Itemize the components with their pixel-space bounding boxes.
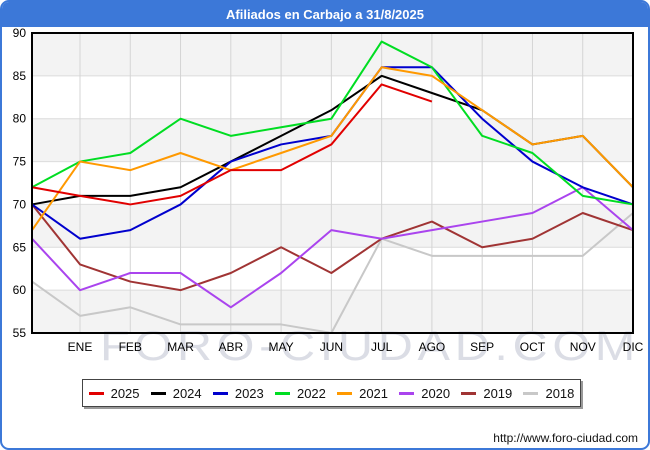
legend-swatch-2023 <box>212 391 228 395</box>
x-tick-label: NOV <box>570 340 596 354</box>
y-tick-label: 70 <box>13 197 27 211</box>
series-line-2019 <box>31 203 634 292</box>
legend-label-2022: 2022 <box>296 385 326 401</box>
legend-item-2019: 2019 <box>461 386 512 401</box>
y-tick-label: 65 <box>13 240 27 254</box>
plot-border <box>31 32 634 334</box>
x-tick-label: JUN <box>320 340 343 354</box>
chart-title: Afiliados en Carbajo a 31/8/2025 <box>2 2 648 27</box>
legend-label-2020: 2020 <box>421 385 451 401</box>
x-tick-label: ABR <box>218 340 243 354</box>
series-line-2021 <box>31 66 634 231</box>
x-tick-label: AGO <box>419 340 446 354</box>
series-line-2020 <box>31 186 634 309</box>
plot-band <box>32 204 633 248</box>
plot-bands <box>32 33 633 333</box>
x-tick-label: DIC <box>623 340 644 354</box>
legend-label-2024: 2024 <box>172 385 202 401</box>
legend-item-2022: 2022 <box>274 385 326 401</box>
y-tick-label: 75 <box>13 155 27 169</box>
legend-swatch-2022 <box>274 391 290 395</box>
x-tick-label: ENE <box>68 340 93 354</box>
legend-label-2018: 2018 <box>545 385 575 401</box>
legend-item-2025: 2025 <box>88 385 140 401</box>
chart-legend: 2025 2024 2023 2022 2021 2020 2019 2018 <box>82 379 581 407</box>
legend-item-2020: 2020 <box>399 386 450 401</box>
legend-swatch-2025 <box>88 391 104 395</box>
legend-label-2023: 2023 <box>234 385 264 401</box>
legend-item-2021: 2021 <box>337 386 388 401</box>
x-tick-label: SEP <box>470 340 494 354</box>
legend-item-2024: 2024 <box>150 385 202 401</box>
series-lines <box>31 40 634 334</box>
y-tick-label: 80 <box>13 112 27 126</box>
legend-swatch-2021 <box>337 391 353 395</box>
legend-item-2018: 2018 <box>523 386 574 401</box>
legend-swatch-2019 <box>461 391 477 395</box>
legend-swatch-2020 <box>399 391 415 395</box>
x-tick-label: JUL <box>371 340 393 354</box>
watermark: FORO-CIUDAD.COM <box>100 322 640 369</box>
x-tick-label: FEB <box>119 340 142 354</box>
legend-item-2023: 2023 <box>212 385 264 401</box>
x-tick-label: MAR <box>167 340 194 354</box>
plot-border-layer <box>31 32 634 334</box>
legend-swatch-2024 <box>150 391 166 395</box>
series-line-2025 <box>31 83 433 206</box>
y-tick-label: 90 <box>13 26 27 40</box>
y-tick-label: 55 <box>13 326 27 340</box>
legend-label-2021: 2021 <box>359 385 389 401</box>
series-line-2022 <box>31 40 634 206</box>
y-tick-label: 60 <box>13 283 27 297</box>
foro-ciudad-link[interactable]: http://www.foro-ciudad.com <box>493 431 638 445</box>
legend-swatch-2018 <box>523 391 539 395</box>
axis-labels: 55 60 65 70 75 80 85 90 ENE FEB MAR ABR MAY JUN JUL AGO… <box>13 26 644 354</box>
y-tick-label: 85 <box>13 69 27 83</box>
plot-gridlines <box>32 33 634 333</box>
x-tick-label: MAY <box>269 340 294 354</box>
legend-label-2019: 2019 <box>483 385 513 401</box>
legend-label-2025: 2025 <box>110 385 140 401</box>
plot-band <box>32 33 633 76</box>
x-tick-label: OCT <box>520 340 546 354</box>
